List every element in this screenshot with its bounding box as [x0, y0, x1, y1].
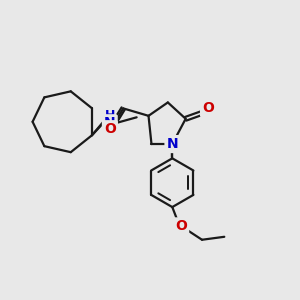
Text: H: H — [105, 109, 115, 122]
Text: O: O — [104, 122, 116, 136]
Text: N: N — [167, 137, 178, 151]
Text: N: N — [104, 116, 116, 130]
Text: O: O — [175, 219, 187, 233]
Text: O: O — [202, 101, 214, 116]
